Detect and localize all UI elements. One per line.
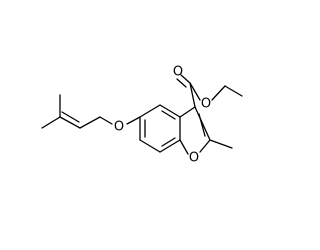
atom-label: O [173,65,183,80]
structure: O O O O [41,65,243,166]
atom-label: O [114,120,124,135]
atom-label: O [189,151,199,166]
atom-label: O [201,97,211,112]
atom-labels: O O O O [114,65,211,166]
bonds [41,74,243,155]
